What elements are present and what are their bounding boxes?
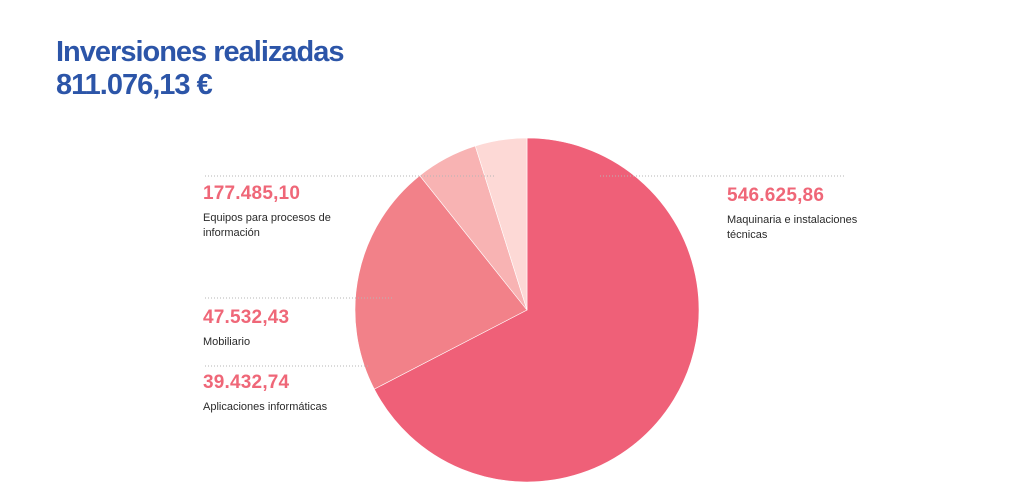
label-equipos: 177.485,10 Equipos para procesos de info… [203,183,343,241]
desc-maquinaria: Maquinaria e instalaciones técnicas [727,214,858,241]
value-maquinaria: 546.625,86 [727,185,825,206]
value-mobiliario: 47.532,43 [203,307,290,328]
desc-equipos: Equipos para procesos de información [203,212,331,239]
desc-mobiliario: Mobiliario [203,336,251,348]
slice-aplicaciones [474,137,528,311]
value-aplicaciones: 39.432,74 [203,372,290,393]
slice-maquinaria [373,137,700,483]
chart-title-block: Inversiones realizadas 811.076,13 € [56,36,344,102]
leader-lines [205,175,846,367]
chart-title: Inversiones realizadas [56,36,344,68]
value-equipos: 177.485,10 [203,183,301,204]
label-mobiliario: 47.532,43 Mobiliario [203,307,373,350]
label-aplicaciones: 39.432,74 Aplicaciones informáticas [203,372,373,415]
desc-aplicaciones: Aplicaciones informáticas [203,401,328,413]
label-maquinaria: 546.625,86 Maquinaria e instalaciones té… [727,185,867,243]
chart-total: 811.076,13 € [56,69,213,101]
pie-slices [354,137,700,483]
